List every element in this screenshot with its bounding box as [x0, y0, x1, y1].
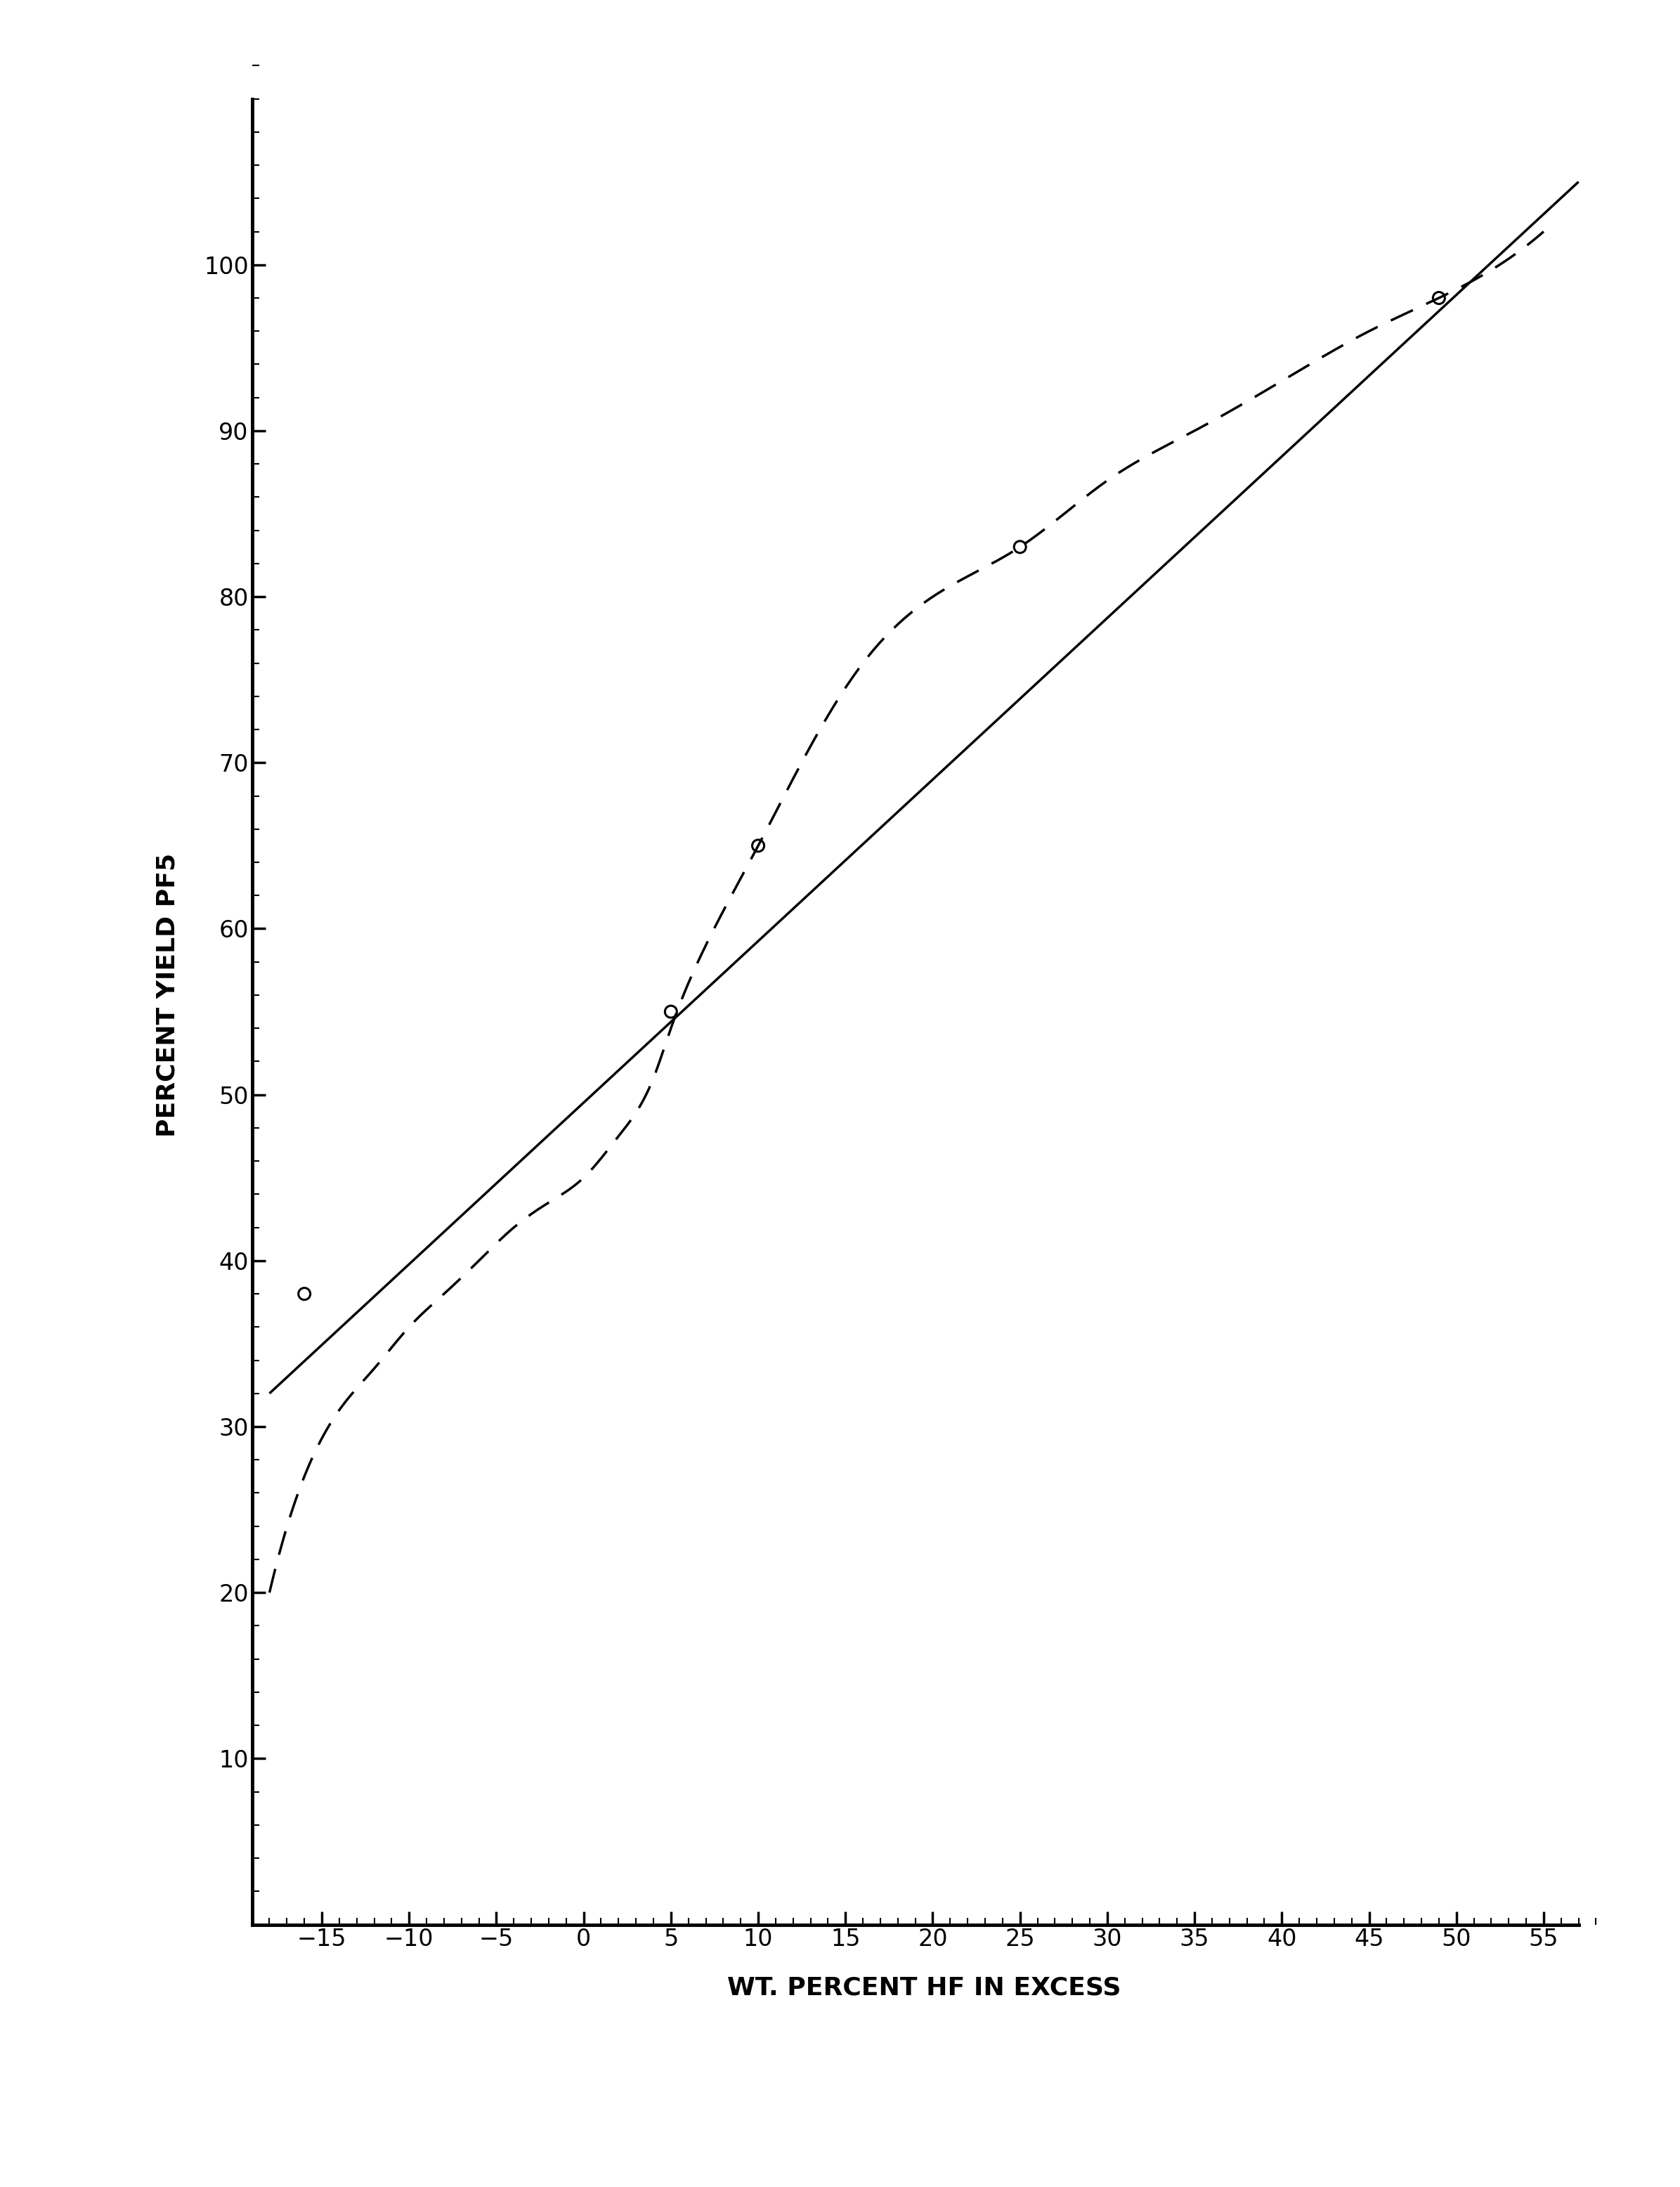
Point	[657, 995, 684, 1030]
X-axis label: WT. PERCENT HF IN EXCESS: WT. PERCENT HF IN EXCESS	[727, 1975, 1121, 1999]
Point	[291, 1277, 318, 1312]
Point	[1006, 529, 1033, 564]
Point	[1425, 280, 1452, 315]
Y-axis label: PERCENT YIELD PF5: PERCENT YIELD PF5	[156, 853, 180, 1137]
Point	[744, 829, 771, 864]
